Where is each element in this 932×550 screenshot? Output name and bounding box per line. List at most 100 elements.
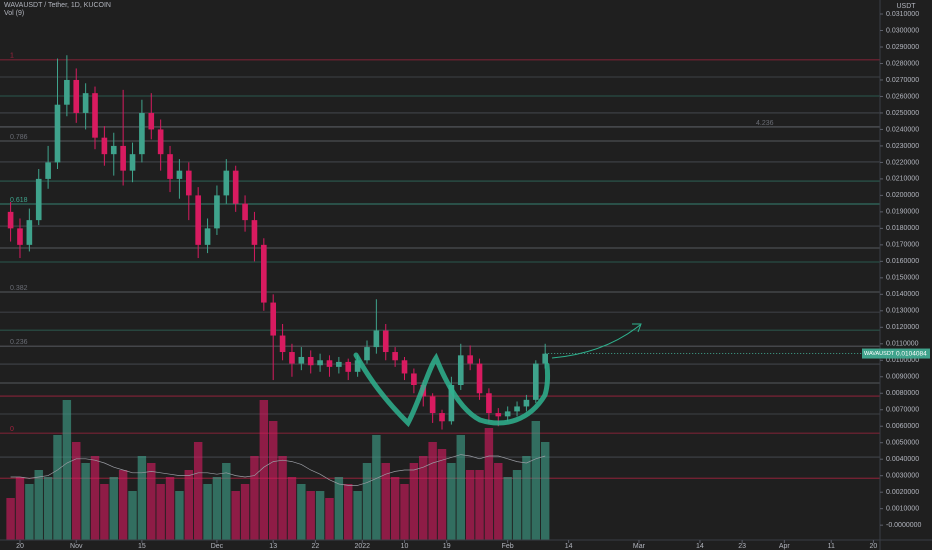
- candle-body: [92, 93, 98, 138]
- chart-title: WAVAUSDT / Tether, 1D, KUCOIN: [4, 2, 111, 9]
- volume-bar: [6, 498, 15, 540]
- y-tick-label: 0.0040000: [886, 456, 919, 463]
- volume-bar: [72, 442, 81, 540]
- candle-body: [17, 228, 23, 245]
- x-tick-label: Apr: [779, 543, 791, 550]
- x-tick-label: Dec: [211, 543, 224, 550]
- candle-body: [542, 353, 548, 364]
- y-tick-label: 0.0030000: [886, 473, 919, 480]
- volume-bar: [447, 463, 456, 540]
- volume-bar: [62, 400, 72, 540]
- candle-body: [148, 112, 155, 130]
- candle-body: [345, 361, 352, 372]
- volume-bar: [381, 463, 390, 540]
- candle-body: [457, 355, 464, 386]
- projection-arrow: [551, 324, 641, 359]
- volume-bar: [503, 477, 512, 540]
- y-tick-label: 0.0300000: [886, 27, 919, 34]
- y-tick-label: 0.0290000: [886, 44, 919, 51]
- volume-bar: [278, 456, 287, 540]
- volume-bar: [156, 484, 165, 540]
- candle-body: [298, 356, 305, 364]
- candle-body: [129, 154, 136, 171]
- volume-bar: [484, 428, 494, 540]
- candle-body: [307, 356, 314, 366]
- candle-body: [373, 330, 380, 348]
- level-label: 0.786: [10, 134, 28, 141]
- y-tick-label: 0.0130000: [886, 308, 919, 315]
- volume-bar: [465, 470, 475, 540]
- volume-title: Vol (9): [4, 10, 24, 17]
- y-tick-label: 0.0060000: [886, 423, 919, 430]
- candle-body: [354, 360, 361, 372]
- candle-body: [120, 145, 126, 171]
- volume-bar: [400, 484, 409, 540]
- y-tick-label: 0.0090000: [886, 374, 919, 381]
- candle-body: [195, 195, 201, 245]
- volume-bar: [306, 491, 315, 540]
- candle-body: [64, 79, 70, 105]
- x-tick-label: 13: [269, 543, 277, 550]
- candle-body: [476, 363, 483, 394]
- candle-body: [382, 330, 389, 353]
- x-tick-label: 23: [738, 543, 746, 550]
- candle-body: [279, 335, 286, 353]
- candle-body: [26, 220, 33, 245]
- candle-body: [101, 137, 108, 155]
- volume-bar: [53, 435, 62, 540]
- candle-body: [392, 352, 398, 361]
- volume-bar: [287, 477, 297, 540]
- candle-body: [439, 413, 445, 422]
- candle-body: [73, 79, 80, 113]
- volume-bar: [334, 477, 344, 540]
- volume-bar: [390, 477, 400, 540]
- x-tick-label: 2022: [355, 543, 371, 550]
- candle-body: [35, 178, 42, 221]
- x-tick-label: 19: [443, 543, 451, 550]
- volume-bar: [456, 435, 465, 540]
- candle-body: [261, 244, 267, 303]
- x-tick-label: 20: [16, 543, 24, 550]
- volume-bar: [372, 435, 381, 540]
- y-tick-label: 0.0190000: [886, 209, 919, 216]
- candle-body: [401, 360, 408, 374]
- candle-body: [532, 363, 539, 400]
- y-tick-label: 0.0170000: [886, 242, 919, 249]
- volume-bar: [231, 491, 240, 540]
- y-tick-label: 0.0240000: [886, 126, 919, 133]
- volume-bar: [222, 463, 231, 540]
- volume-bar: [43, 477, 53, 540]
- volume-bar: [475, 470, 484, 540]
- volume-bar: [81, 463, 90, 540]
- candle-body: [214, 195, 220, 229]
- candle-body: [289, 352, 295, 364]
- candle-body: [448, 385, 455, 422]
- candle-body: [232, 170, 239, 204]
- volume-bar: [137, 456, 147, 540]
- volume-bar: [100, 484, 109, 540]
- volume-bar: [259, 400, 269, 540]
- price-tag-label: 0.0104084: [896, 350, 927, 357]
- x-tick-label: 14: [696, 543, 704, 550]
- volume-bar: [344, 484, 353, 540]
- y-tick-label: 0.0200000: [886, 192, 919, 199]
- x-tick-label: Feb: [502, 543, 514, 550]
- y-tick-label: 0.0010000: [886, 506, 919, 513]
- volume-bar: [15, 477, 25, 540]
- x-tick-label: Nov: [70, 543, 83, 550]
- candle-body: [317, 360, 323, 366]
- axis-unit: USDT: [896, 3, 916, 10]
- volume-bar: [325, 498, 334, 540]
- y-tick-label: 0.0220000: [886, 159, 919, 166]
- candle-body: [223, 170, 230, 196]
- candle-body: [411, 373, 417, 386]
- y-tick-label: 0.0280000: [886, 60, 919, 67]
- volume-bar: [362, 463, 372, 540]
- volume-bar: [184, 470, 194, 540]
- candle-body: [45, 162, 51, 179]
- volume-bar: [203, 484, 212, 540]
- candle-body: [251, 220, 258, 245]
- volume-bar: [353, 491, 362, 540]
- volume-bar: [250, 456, 259, 540]
